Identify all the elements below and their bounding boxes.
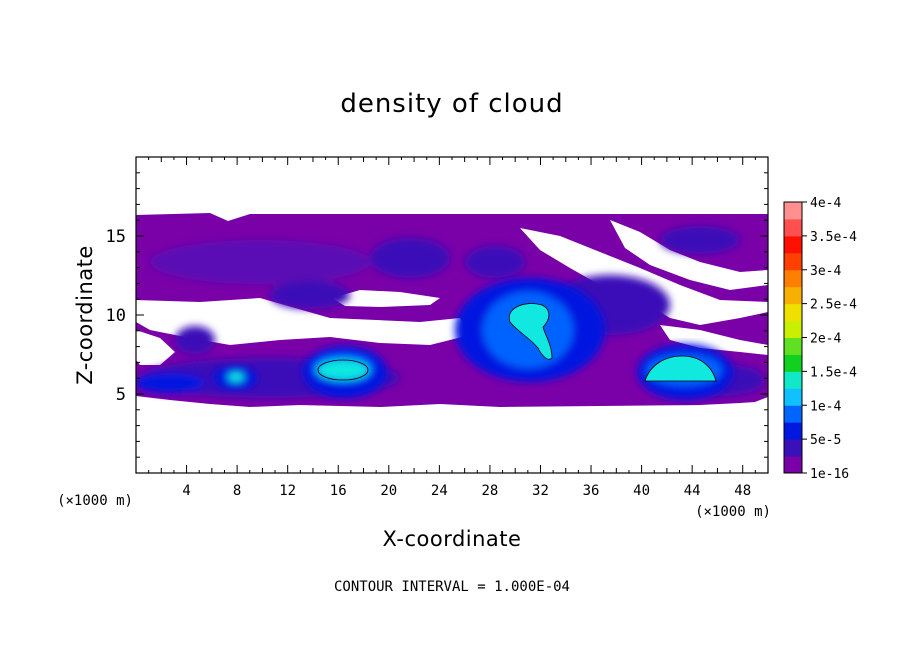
x-unit-left: (×1000 m) (57, 493, 133, 509)
gap-right (610, 220, 768, 290)
y-tick-label: 10 (106, 306, 126, 326)
gap-lower-left (136, 298, 470, 345)
y-tick-label: 5 (116, 385, 126, 405)
chart-title: density of cloud (340, 89, 563, 119)
colorbar-label: 2.5e-4 (810, 298, 857, 313)
y-axis-label: Z-coordinate (73, 245, 97, 385)
band-upper-left (150, 240, 370, 284)
x-tick-label: 24 (431, 483, 448, 499)
colorbar-label: 1e-4 (810, 399, 841, 414)
x-unit-right: (×1000 m) (695, 504, 771, 520)
x-tick-label: 4 (182, 483, 190, 499)
colorbar-swatch (784, 354, 802, 372)
colorbar-swatch (784, 202, 802, 220)
x-tick-label: 16 (330, 483, 347, 499)
x-tick-label: 36 (583, 483, 600, 499)
x-tick-label: 44 (684, 483, 701, 499)
colorbar-label: 3e-4 (810, 264, 841, 279)
colorbar-swatch (784, 235, 802, 254)
colorbar-label: 2e-4 (810, 332, 841, 347)
gap-mid (332, 290, 440, 307)
band-upper-mid (370, 238, 450, 278)
colorbar-swatch (784, 337, 802, 355)
colorbar-swatch (784, 422, 802, 440)
colorbar-label: 3.5e-4 (810, 230, 857, 245)
x-tick-label: 28 (481, 483, 498, 499)
band-low-left (136, 373, 205, 393)
colorbar-swatch (784, 371, 802, 389)
x-tick-label: 20 (380, 483, 397, 499)
colorbar-swatch (784, 269, 802, 288)
colorbar-swatch (784, 388, 802, 406)
gap-lower-right (660, 325, 768, 355)
gap-left-edge (136, 330, 175, 365)
plot-area (136, 213, 768, 407)
x-tick-label: 32 (532, 483, 549, 499)
cell-0-core (228, 372, 244, 382)
band-mid-left (270, 281, 350, 309)
y-tick-label: 15 (106, 227, 126, 247)
x-tick-label: 40 (633, 483, 650, 499)
colorbar-label: 4e-4 (810, 196, 841, 211)
colorbar-swatch (784, 303, 802, 322)
colorbar-label: 1e-16 (810, 467, 849, 482)
colorbar-label: 1.5e-4 (810, 365, 857, 380)
colorbar-swatch (784, 252, 802, 271)
cell-1-core (317, 360, 369, 380)
colorbar-swatch (784, 320, 802, 338)
colorbar-swatch (784, 439, 802, 457)
cell-2-core (508, 303, 553, 360)
gap-upper-right (520, 228, 768, 325)
cell-1-contour (317, 359, 369, 381)
contour-interval-note: CONTOUR INTERVAL = 1.000E-04 (334, 579, 570, 595)
y-axis: 5 10 15 (106, 156, 768, 474)
band-east2 (660, 226, 740, 254)
x-tick-label: 48 (734, 483, 751, 499)
colorbar-swatch (784, 286, 802, 305)
x-tick-label: 8 (233, 483, 241, 499)
x-tick-label: 12 (279, 483, 296, 499)
colorbar: 1e-16 5e-5 1e-4 1.5e-4 2e-4 2.5e-4 3e-4 3.5e-4 4… (783, 196, 857, 482)
band-upper-mid2 (465, 246, 525, 278)
colorbar-swatch (784, 218, 802, 237)
cell-3-core (644, 355, 717, 382)
colorbar-swatch (784, 405, 802, 423)
x-axis: 4 8 12 16 20 24 28 32 36 40 44 48 (135, 157, 769, 499)
band-left-blob (175, 326, 215, 354)
x-axis-label: X-coordinate (383, 527, 522, 551)
colorbar-swatch (784, 456, 802, 474)
colorbar-label: 5e-5 (810, 433, 841, 448)
